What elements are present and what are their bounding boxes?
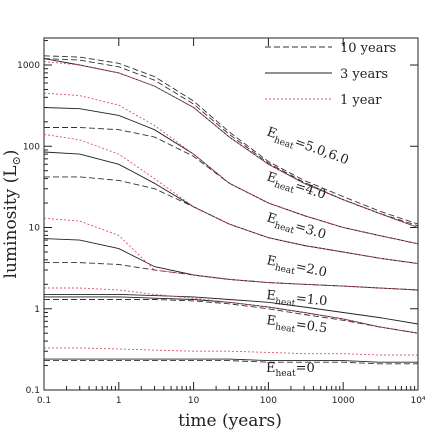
annotation: Eheat=0 bbox=[266, 361, 315, 379]
legend-label: 1 year bbox=[340, 93, 382, 108]
annotation-sub: heat bbox=[276, 369, 296, 379]
y-tick-label: 1 bbox=[34, 305, 40, 315]
annotation-text: =2.0 bbox=[294, 259, 328, 280]
legend-label: 3 years bbox=[340, 67, 388, 82]
annotation: Eheat=4.0 bbox=[264, 170, 328, 206]
y-label-text: luminosity (L bbox=[1, 165, 21, 278]
curve bbox=[43, 61, 419, 228]
annotation-sub: heat bbox=[274, 322, 296, 335]
annotation-sub: heat bbox=[273, 135, 296, 151]
curve bbox=[44, 127, 419, 245]
curve bbox=[44, 287, 419, 334]
x-tick-label: 10 bbox=[188, 396, 200, 406]
curve bbox=[44, 347, 418, 356]
x-axis-label: time (years) bbox=[178, 411, 282, 431]
x-tick-label: 0.1 bbox=[37, 396, 51, 406]
annotation-text: =0 bbox=[296, 361, 315, 376]
curve bbox=[43, 92, 419, 245]
legend-label: 10 years bbox=[340, 41, 396, 56]
annotation-base: E bbox=[266, 288, 277, 304]
annotation-base: E bbox=[265, 313, 276, 329]
curve bbox=[43, 217, 419, 291]
annotation: Eheat=0.5 bbox=[265, 313, 328, 339]
annotation-text: =3.0 bbox=[293, 219, 328, 243]
annotation-base: E bbox=[265, 170, 279, 187]
curve bbox=[44, 262, 419, 291]
y-axis-label: luminosity (L⊙) bbox=[1, 150, 23, 279]
curve bbox=[43, 55, 419, 225]
curve bbox=[43, 58, 419, 228]
x-tick-label: 1 bbox=[116, 396, 122, 406]
annotation-base: E bbox=[265, 253, 277, 270]
annotation: Eheat=5.0,6.0 bbox=[264, 125, 351, 171]
y-label-sub: ⊙ bbox=[10, 156, 23, 165]
curve bbox=[43, 151, 419, 265]
curve bbox=[43, 133, 419, 265]
annotation-base: E bbox=[265, 210, 278, 227]
annotation-sub: heat bbox=[275, 297, 296, 309]
annotation-text: =4.0 bbox=[293, 179, 328, 203]
y-tick-label: 1000 bbox=[17, 61, 40, 71]
curve bbox=[44, 358, 418, 363]
curve bbox=[44, 176, 419, 265]
y-tick-label: 0.1 bbox=[26, 386, 40, 396]
annotation-sub: heat bbox=[274, 263, 296, 277]
annotation-sub: heat bbox=[273, 180, 296, 196]
annotation: Eheat=3.0 bbox=[264, 210, 328, 245]
annotation-sub: heat bbox=[273, 221, 296, 237]
y-tick-label: 10 bbox=[29, 224, 41, 234]
curve bbox=[43, 58, 419, 227]
annotation-text: =5.0,6.0 bbox=[292, 135, 350, 168]
annotation: Eheat=2.0 bbox=[265, 253, 329, 283]
x-tick-label: 1000 bbox=[332, 396, 355, 406]
curve bbox=[44, 293, 419, 325]
annotation-text: =0.5 bbox=[295, 317, 328, 336]
annotation: Eheat=1.0 bbox=[265, 288, 328, 312]
y-tick-label: 100 bbox=[23, 142, 40, 152]
x-tick-label: 100 bbox=[260, 396, 277, 406]
curve bbox=[44, 299, 419, 334]
x-tick-label: 10⁴ bbox=[410, 396, 425, 406]
annotation-base: E bbox=[266, 361, 276, 376]
curve bbox=[43, 238, 419, 291]
curve bbox=[43, 107, 419, 245]
plot-frame bbox=[43, 37, 419, 391]
annotation-text: =1.0 bbox=[295, 291, 328, 309]
y-label-close: ) bbox=[1, 150, 21, 157]
curve bbox=[44, 360, 418, 365]
